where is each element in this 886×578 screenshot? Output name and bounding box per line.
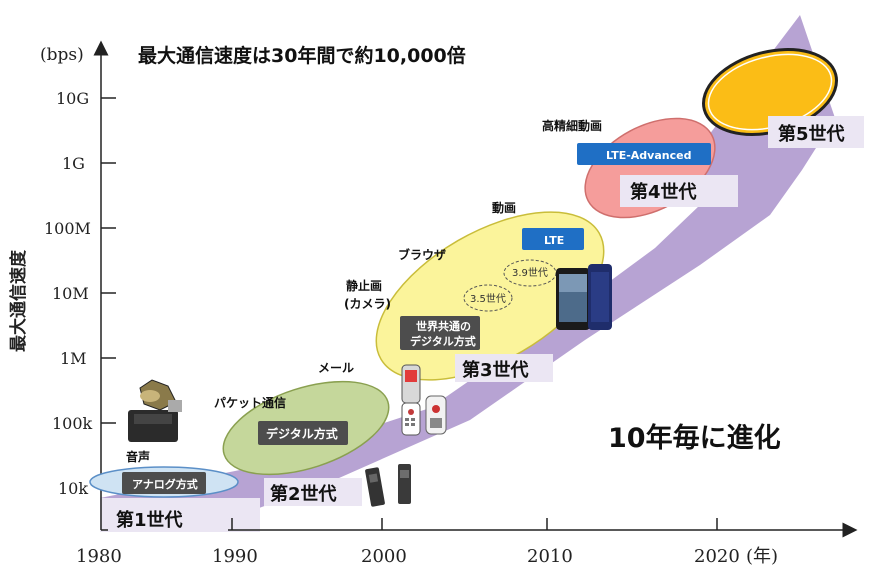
tagline: 10年毎に進化 [608, 422, 781, 454]
gen2-label: 第2世代 [270, 483, 337, 505]
gen1-label: 第1世代 [116, 509, 183, 531]
early-mobile-phone-icon [398, 464, 411, 504]
y-tick-label: 1M [60, 349, 87, 368]
gen3-label: 第3世代 [462, 359, 529, 381]
gen4-label: 第4世代 [630, 181, 697, 203]
smartphone-icon [556, 264, 612, 330]
digital-badge-label: デジタル方式 [266, 426, 338, 441]
use-still-1: 静止画 [346, 278, 382, 293]
x-tick-label: 2010 [527, 546, 573, 567]
gen35-label: 3.5世代 [470, 293, 506, 305]
y-tick-label: 100k [52, 414, 93, 433]
lte-advanced-badge [577, 143, 711, 165]
flip-phone-icon [425, 395, 447, 435]
use-voice: 音声 [126, 449, 150, 464]
use-mail: メール [318, 361, 354, 375]
gen35-ellipse [463, 284, 513, 312]
lte-advanced-badge-label: LTE-Advanced [606, 149, 691, 162]
global-digital-badge-line1: 世界共通の [416, 319, 471, 333]
camera-phone-icon [401, 364, 421, 436]
lte-badge [522, 228, 584, 250]
y-tick-label: 10M [52, 284, 89, 303]
use-video: 動画 [492, 200, 516, 215]
digital-badge [258, 421, 348, 445]
x-tick-label: 1980 [76, 546, 122, 567]
lte-badge-label: LTE [544, 234, 564, 247]
use-packet: パケット通信 [214, 395, 286, 410]
x-tick-label: 2020 [694, 546, 740, 567]
shoulder-phone-icon [128, 379, 182, 442]
global-digital-badge-line2: デジタル方式 [410, 334, 476, 348]
analog-badge-label: アナログ方式 [132, 477, 198, 491]
gen1-label-bg [108, 504, 228, 532]
gen3-label-bg [455, 354, 553, 382]
x-unit: (年) [746, 546, 778, 567]
early-mobile-phone-icon [365, 467, 385, 507]
use-browser: ブラウザ [398, 247, 446, 262]
headline: 最大通信速度は30年間で約10,000倍 [138, 44, 466, 67]
gen5-label-bg [768, 116, 864, 148]
y-tick-marks [101, 97, 116, 489]
y-tick-label: 100M [44, 219, 91, 238]
x-tick-marks [231, 518, 718, 530]
y-tick-label: 10G [56, 89, 89, 108]
y-axis-title: 最大通信速度 [8, 249, 29, 352]
gen39-label: 3.9世代 [512, 267, 548, 279]
x-tick-label: 2000 [361, 546, 407, 567]
gen5-label: 第5世代 [778, 123, 845, 145]
analog-badge [122, 472, 206, 494]
y-tick-label: 10k [58, 479, 88, 498]
use-still-2: (カメラ) [344, 297, 391, 311]
global-digital-badge [400, 316, 480, 350]
x-tick-label: 1990 [212, 546, 258, 567]
gen4-label-bg [620, 175, 738, 207]
y-tick-label: 1G [62, 154, 85, 173]
use-hd-video: 高精細動画 [542, 118, 602, 133]
y-unit: (bps) [40, 45, 84, 65]
gen2-label-bg [264, 478, 362, 506]
